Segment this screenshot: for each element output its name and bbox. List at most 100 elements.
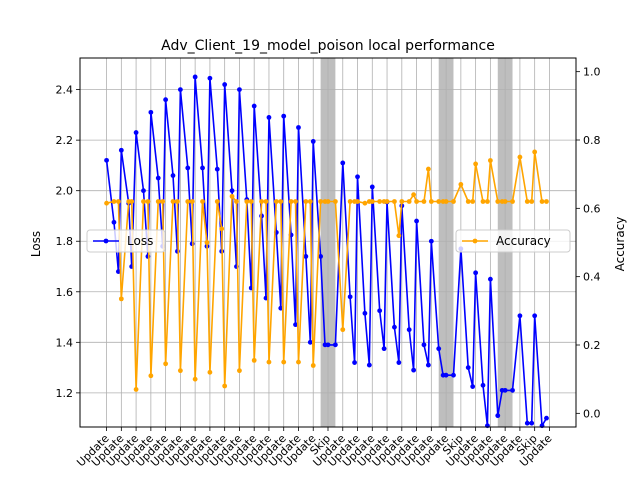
data-point-accuracy bbox=[411, 192, 417, 198]
y-axis-label-accuracy: Accuracy bbox=[613, 217, 627, 272]
data-point-loss bbox=[355, 174, 360, 180]
data-point-accuracy bbox=[129, 199, 135, 204]
data-point-accuracy bbox=[318, 199, 324, 204]
data-point-accuracy bbox=[377, 199, 383, 204]
data-point-loss bbox=[310, 139, 316, 144]
data-point-loss bbox=[200, 165, 205, 171]
data-point-loss bbox=[465, 365, 471, 371]
data-point-loss bbox=[104, 157, 109, 163]
data-point-loss bbox=[214, 166, 220, 172]
data-point-accuracy bbox=[219, 226, 225, 232]
data-point-loss bbox=[340, 160, 346, 166]
data-point-accuracy bbox=[421, 199, 427, 204]
data-point-accuracy bbox=[510, 199, 515, 204]
data-point-accuracy bbox=[470, 199, 476, 204]
data-point-accuracy bbox=[517, 154, 523, 160]
legend-box bbox=[86, 229, 166, 253]
data-point-accuracy bbox=[104, 200, 109, 206]
data-point-loss bbox=[155, 175, 161, 181]
data-point-accuracy bbox=[288, 199, 294, 204]
data-point-accuracy bbox=[332, 199, 338, 204]
data-point-accuracy bbox=[296, 359, 301, 365]
data-point-accuracy bbox=[458, 182, 464, 187]
data-point-accuracy bbox=[396, 233, 402, 239]
legend-label: Loss bbox=[127, 234, 153, 248]
data-point-loss bbox=[293, 322, 298, 328]
data-point-loss bbox=[207, 75, 213, 81]
legend-label: Accuracy bbox=[496, 234, 551, 248]
data-point-loss bbox=[141, 188, 146, 194]
data-point-accuracy bbox=[141, 199, 146, 204]
y-tick-label: 1.4 bbox=[56, 336, 74, 349]
data-point-accuracy bbox=[480, 199, 486, 204]
data-point-accuracy bbox=[325, 199, 331, 204]
data-point-accuracy bbox=[544, 199, 549, 204]
data-point-accuracy bbox=[204, 240, 210, 245]
data-point-accuracy bbox=[293, 199, 298, 204]
legend-loss: Loss bbox=[86, 229, 166, 253]
y-tick-label: 1.6 bbox=[56, 286, 74, 299]
data-point-loss bbox=[266, 114, 272, 120]
chart-title: Adv_Client_19_model_poison local perform… bbox=[161, 38, 495, 54]
data-point-loss bbox=[495, 413, 501, 419]
data-point-accuracy bbox=[355, 199, 360, 204]
legend-swatch-marker bbox=[472, 238, 478, 244]
data-point-accuracy bbox=[200, 199, 205, 204]
data-point-accuracy bbox=[310, 363, 316, 368]
legend-swatch-marker bbox=[103, 238, 109, 244]
data-point-loss bbox=[237, 87, 242, 92]
data-point-loss bbox=[425, 362, 431, 368]
data-point-loss bbox=[451, 372, 456, 378]
data-point-loss bbox=[406, 327, 412, 333]
data-point-loss bbox=[414, 218, 419, 224]
y-tick-label: 1.2 bbox=[56, 387, 74, 400]
data-point-loss bbox=[347, 294, 353, 300]
data-point-accuracy bbox=[425, 166, 431, 172]
y-axis-label-loss: Loss bbox=[29, 231, 43, 257]
data-point-accuracy bbox=[214, 199, 220, 204]
data-point-loss bbox=[118, 147, 124, 153]
data-point-accuracy bbox=[495, 199, 501, 204]
data-point-accuracy bbox=[532, 149, 538, 155]
data-point-accuracy bbox=[451, 199, 456, 204]
data-point-loss bbox=[148, 109, 154, 115]
data-point-loss bbox=[480, 382, 486, 388]
data-point-loss bbox=[185, 165, 191, 171]
data-point-accuracy bbox=[237, 368, 242, 374]
data-point-accuracy bbox=[118, 296, 124, 302]
data-point-accuracy bbox=[259, 199, 264, 204]
data-point-accuracy bbox=[485, 199, 490, 204]
data-point-loss bbox=[251, 103, 257, 109]
data-point-accuracy bbox=[133, 387, 139, 392]
data-point-loss bbox=[421, 342, 427, 348]
legend-accuracy: Accuracy bbox=[455, 229, 571, 253]
data-point-accuracy bbox=[539, 199, 545, 204]
data-point-accuracy bbox=[115, 199, 121, 204]
data-point-loss bbox=[381, 346, 387, 352]
data-point-accuracy bbox=[303, 199, 309, 204]
data-point-loss bbox=[133, 130, 139, 135]
data-point-loss bbox=[487, 276, 493, 282]
data-point-accuracy bbox=[163, 361, 169, 367]
data-point-accuracy bbox=[248, 199, 254, 204]
data-point-loss bbox=[392, 324, 397, 330]
y-tick-label: 2.0 bbox=[56, 185, 74, 198]
data-point-loss bbox=[411, 367, 417, 373]
data-point-loss bbox=[307, 339, 313, 345]
y-tick-label: 2.2 bbox=[56, 134, 74, 147]
y2-tick-label: 0.8 bbox=[583, 134, 601, 147]
data-point-loss bbox=[325, 342, 331, 348]
y-tick-label: 2.4 bbox=[56, 84, 74, 97]
data-point-accuracy bbox=[384, 199, 390, 204]
data-point-loss bbox=[192, 74, 198, 80]
data-point-accuracy bbox=[177, 368, 183, 374]
data-point-accuracy bbox=[406, 199, 412, 204]
legend-box bbox=[455, 229, 571, 253]
data-point-accuracy bbox=[278, 199, 284, 204]
data-point-loss bbox=[510, 387, 515, 393]
data-point-accuracy bbox=[145, 199, 151, 204]
y2-tick-label: 0.4 bbox=[583, 271, 601, 284]
data-point-loss bbox=[111, 219, 117, 225]
data-point-loss bbox=[369, 184, 375, 190]
